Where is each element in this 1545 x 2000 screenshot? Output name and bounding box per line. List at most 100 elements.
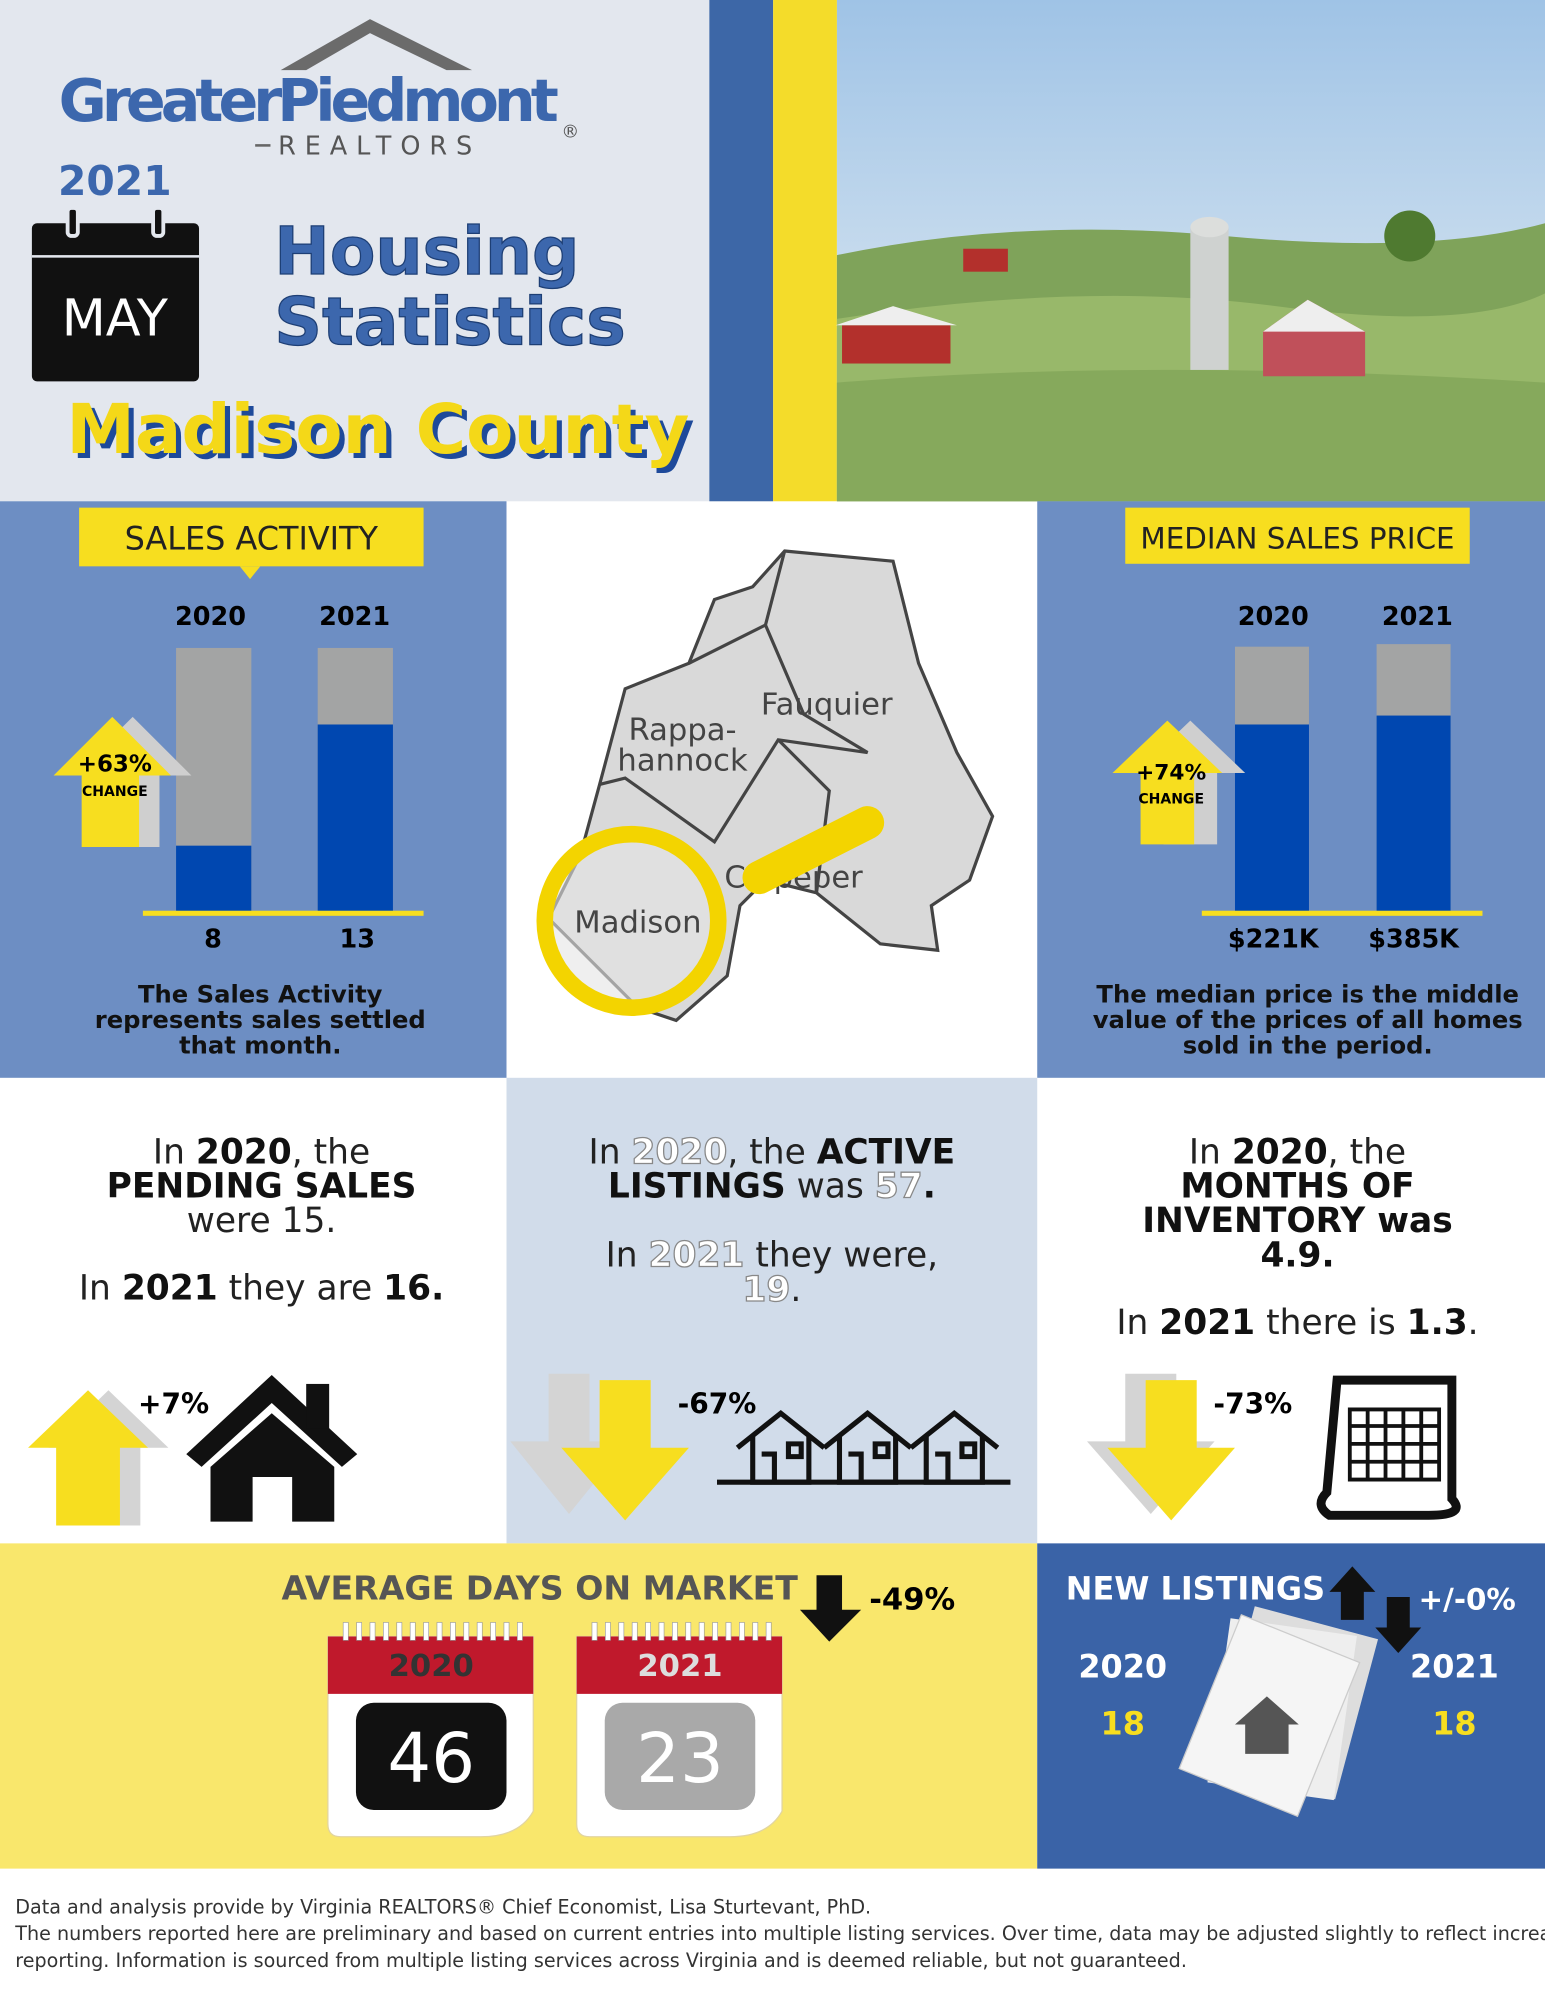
year-label: 2020 bbox=[1238, 602, 1309, 632]
text-segment: In bbox=[1116, 1303, 1159, 1343]
up-arrow bbox=[53, 716, 171, 847]
year-label: 2021 bbox=[1382, 602, 1453, 632]
calendar-ring bbox=[490, 1622, 496, 1641]
calendar-ring bbox=[698, 1622, 705, 1641]
down-arrow bbox=[1375, 1596, 1422, 1654]
calendar-ring bbox=[463, 1622, 470, 1641]
text-segment: 2021 bbox=[122, 1269, 218, 1309]
calendar-ring bbox=[409, 1622, 416, 1641]
change: +7% bbox=[138, 1387, 209, 1420]
stripe bbox=[709, 0, 774, 502]
down-arrow bbox=[1107, 1380, 1235, 1521]
value: 18 bbox=[1432, 1705, 1476, 1743]
calendar-ring bbox=[712, 1622, 718, 1641]
documents-icon bbox=[1178, 1606, 1379, 1818]
note: The Sales Activity bbox=[138, 981, 383, 1009]
calendar-ring bbox=[725, 1622, 732, 1641]
year-label: 2021 bbox=[1410, 1647, 1499, 1685]
calendar-ring bbox=[765, 1622, 772, 1641]
year-label: 2020 bbox=[1078, 1647, 1167, 1685]
paragraph-line: MONTHS OF bbox=[1180, 1167, 1414, 1207]
paragraph-line: INVENTORY was bbox=[1142, 1201, 1453, 1241]
calendar-ring bbox=[476, 1622, 483, 1641]
text-segment: In bbox=[1189, 1132, 1232, 1172]
text-segment: PENDING SALES bbox=[107, 1167, 417, 1207]
change: -67% bbox=[678, 1387, 757, 1420]
value: 13 bbox=[339, 925, 375, 955]
text-segment: they were, bbox=[744, 1236, 938, 1276]
text-segment: was bbox=[786, 1167, 875, 1207]
calendar-grid-icon bbox=[1316, 1375, 1461, 1520]
calendar-ring bbox=[369, 1622, 376, 1641]
county: Madison County bbox=[66, 390, 689, 470]
calendar-ring bbox=[423, 1622, 429, 1641]
calendar-ring bbox=[605, 1622, 611, 1641]
year: 2021 bbox=[58, 157, 172, 205]
text-segment: they are bbox=[218, 1269, 383, 1309]
note: value of the prices of all homes bbox=[1093, 1006, 1523, 1034]
text-segment: 2020 bbox=[632, 1132, 728, 1172]
farm-photo bbox=[835, 0, 1545, 502]
change-label: CHANGE bbox=[82, 784, 148, 800]
text-segment: 1.3 bbox=[1407, 1303, 1468, 1343]
calendar-ring bbox=[685, 1622, 692, 1641]
calendar-ring bbox=[672, 1622, 678, 1641]
note: The median price is the middle bbox=[1096, 981, 1519, 1009]
value: $385K bbox=[1368, 925, 1460, 955]
down-arrow bbox=[799, 1575, 862, 1642]
stripe bbox=[773, 0, 837, 502]
calendar-ring bbox=[752, 1622, 759, 1641]
text-segment: . bbox=[923, 1167, 936, 1207]
houses-icon bbox=[717, 1410, 1011, 1485]
year-label: 2021 bbox=[319, 602, 390, 632]
paragraph-line: In 2020, the bbox=[1189, 1132, 1406, 1172]
calendar-top bbox=[327, 1636, 534, 1694]
down-arrow bbox=[561, 1380, 689, 1521]
footer-line: Data and analysis provide by Virginia RE… bbox=[15, 1895, 871, 1918]
section-title: NEW LISTINGS bbox=[1066, 1569, 1325, 1607]
month: MAY bbox=[62, 289, 169, 348]
text-segment: MONTHS OF bbox=[1180, 1167, 1414, 1207]
text-segment: . bbox=[1468, 1303, 1479, 1343]
arrow-shadow bbox=[510, 1373, 628, 1515]
label-pointer bbox=[239, 566, 261, 580]
text-segment: were 15. bbox=[187, 1201, 337, 1241]
change-label: CHANGE bbox=[1138, 792, 1204, 808]
calendar-ring bbox=[396, 1622, 403, 1641]
text-segment: there is bbox=[1255, 1303, 1406, 1343]
house-icon bbox=[186, 1375, 358, 1522]
text-segment: . bbox=[790, 1270, 801, 1310]
text-segment: In bbox=[606, 1236, 649, 1276]
text-segment: 2020 bbox=[196, 1132, 292, 1172]
up-arrow bbox=[28, 1390, 148, 1526]
change: -49% bbox=[869, 1583, 955, 1618]
text-segment: 16. bbox=[383, 1269, 444, 1309]
calendar-ring bbox=[618, 1622, 625, 1641]
note: sold in the period. bbox=[1183, 1032, 1433, 1060]
title: Statistics bbox=[274, 282, 625, 360]
map-label: Rappa- bbox=[629, 713, 737, 748]
change: +74% bbox=[1136, 760, 1206, 785]
calendar-ring bbox=[739, 1622, 745, 1641]
paragraph-line: In 2021 there is 1.3. bbox=[1116, 1303, 1478, 1343]
label-box bbox=[79, 507, 424, 567]
value: 23 bbox=[636, 1719, 724, 1799]
text-segment: 19 bbox=[742, 1270, 790, 1310]
paragraph-line: 19. bbox=[742, 1270, 801, 1310]
text-segment: In bbox=[153, 1132, 196, 1172]
text-segment: In bbox=[589, 1132, 632, 1172]
map-label: hannock bbox=[617, 743, 748, 778]
calendar-ring bbox=[356, 1622, 363, 1641]
footer-line: reporting. Information is sourced from m… bbox=[15, 1949, 1187, 1972]
value: $221K bbox=[1228, 925, 1320, 955]
section-label: MEDIAN SALES PRICE bbox=[1140, 521, 1454, 555]
section-label: SALES ACTIVITY bbox=[125, 520, 379, 558]
change: -73% bbox=[1213, 1387, 1292, 1420]
text-segment: 2020 bbox=[1232, 1132, 1328, 1172]
calendar-ring bbox=[450, 1622, 456, 1641]
paragraph-line: In 2020, the bbox=[153, 1132, 370, 1172]
logo-sub: REALTORS bbox=[278, 131, 481, 161]
paragraph-line: 4.9. bbox=[1260, 1236, 1334, 1276]
value-box bbox=[355, 1702, 507, 1810]
